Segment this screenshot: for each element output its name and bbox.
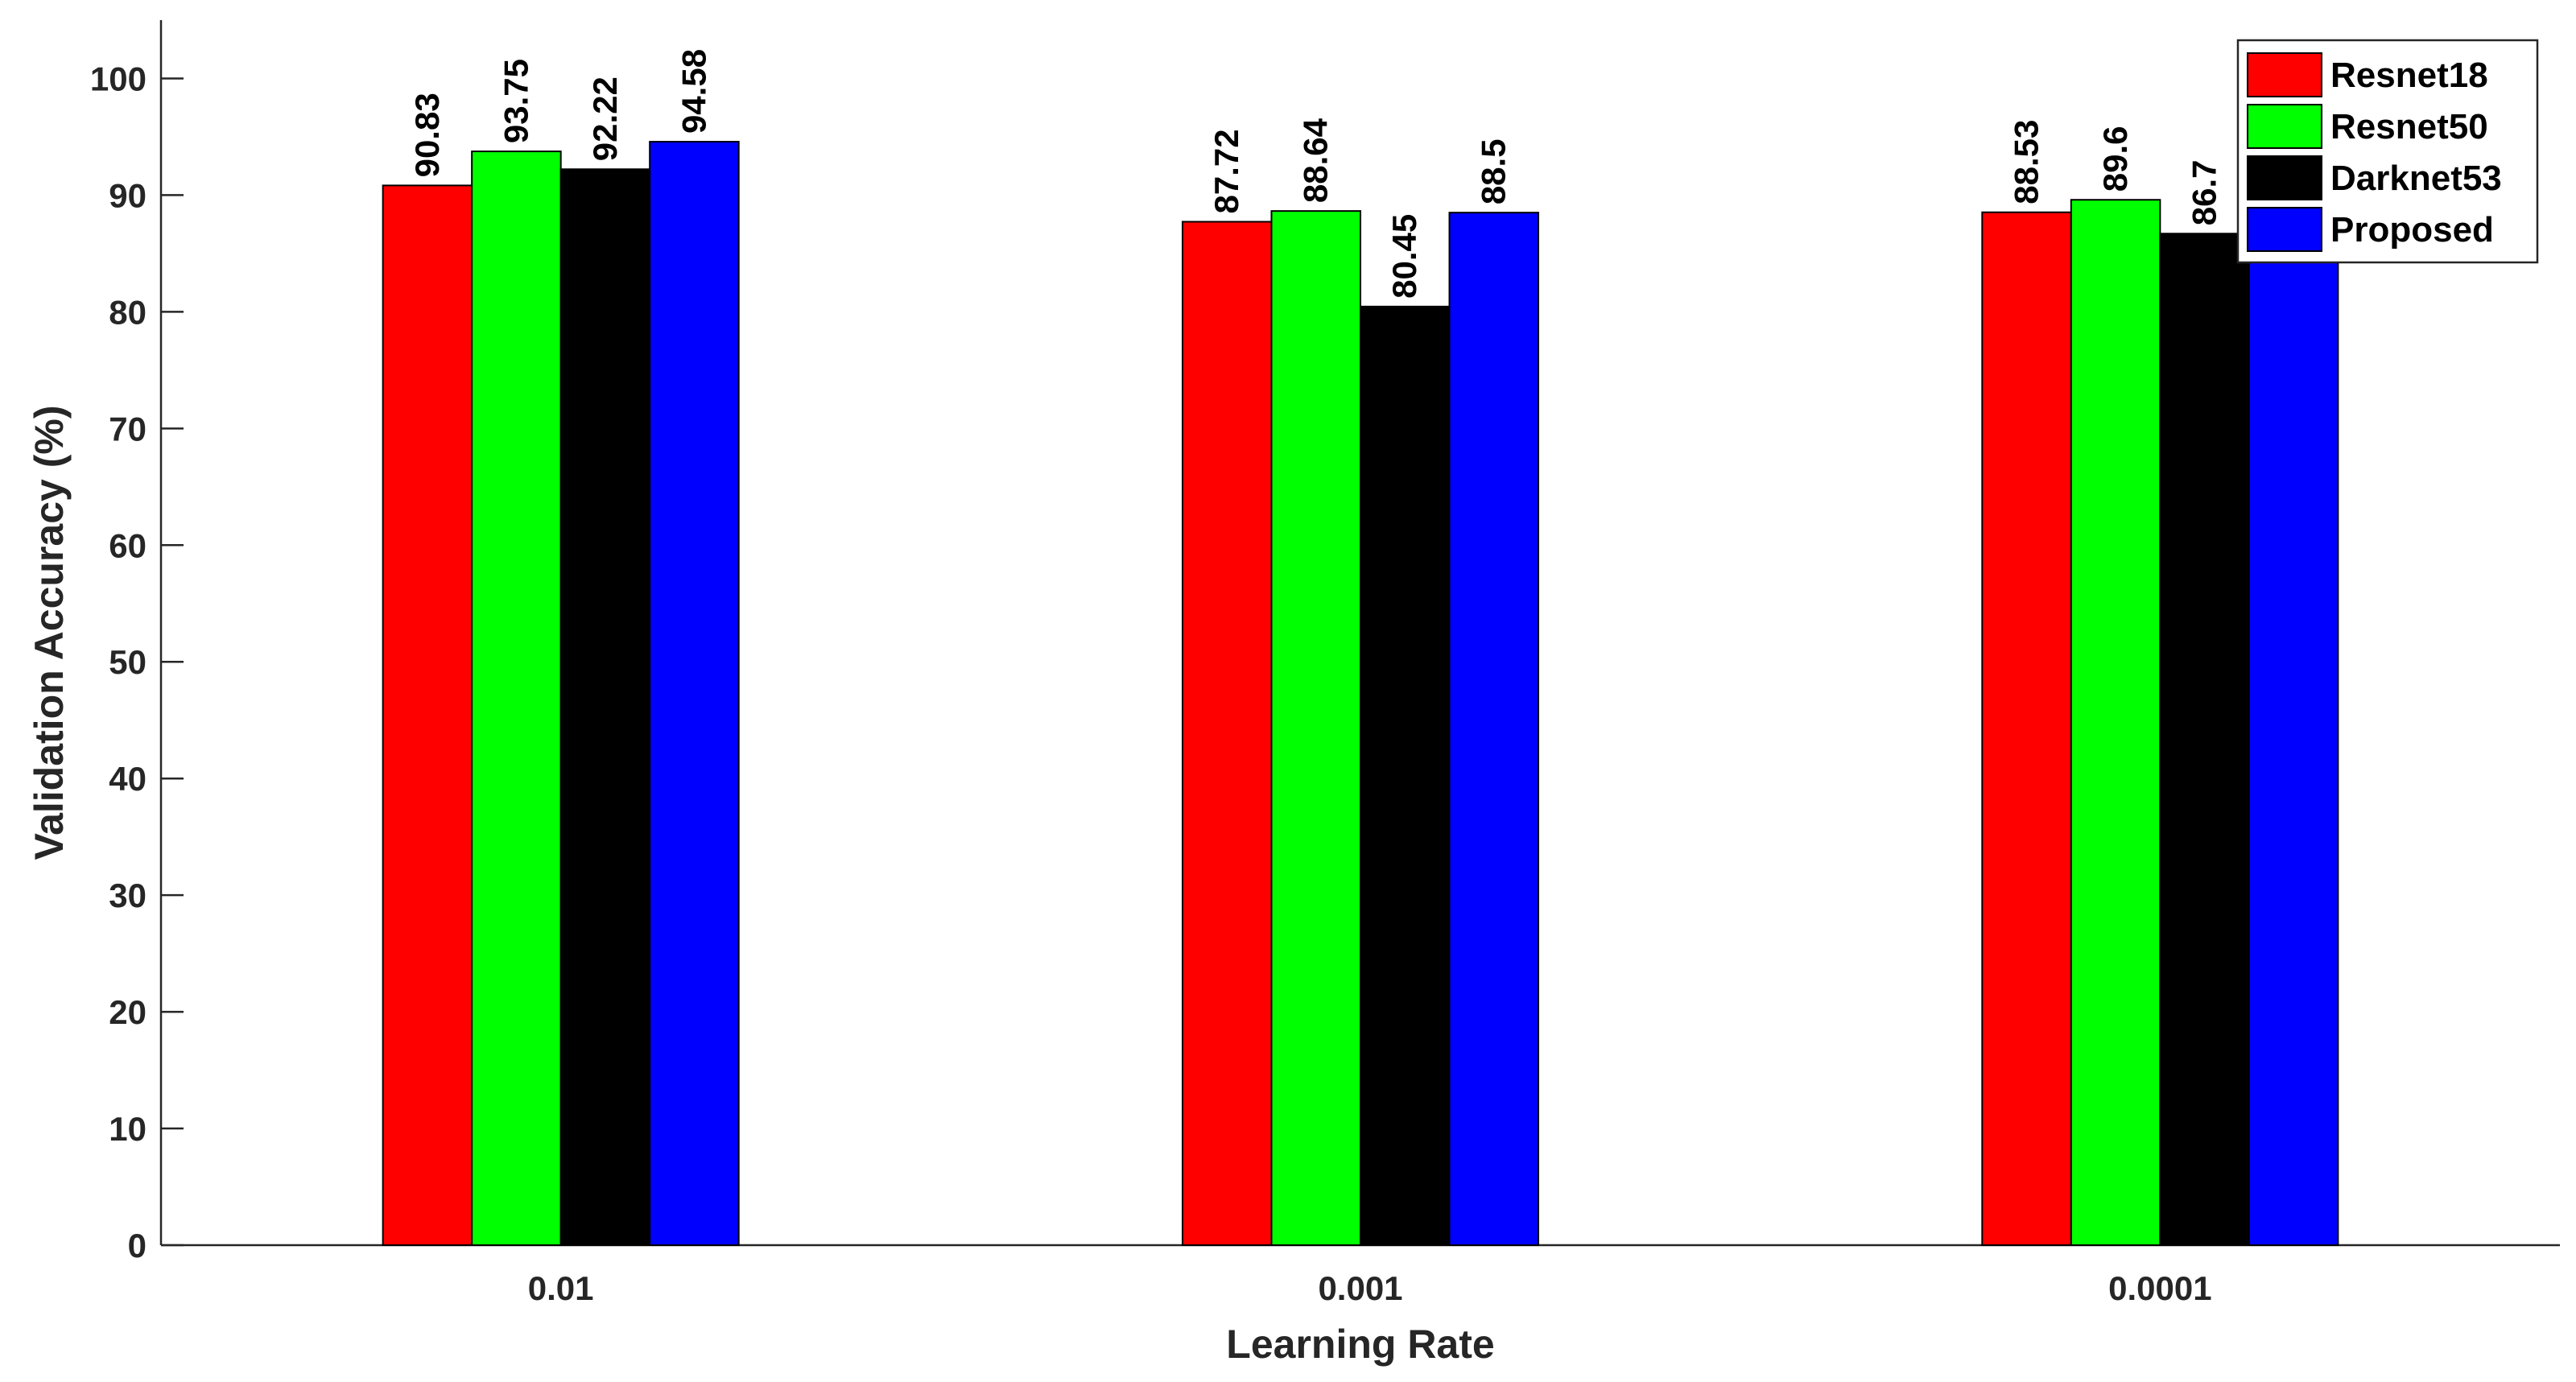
data-label-resnet18-0: 90.83 [408, 93, 446, 177]
legend-swatch-resnet50 [2247, 104, 2322, 149]
legend-label-resnet18: Resnet18 [2330, 56, 2488, 95]
x-tick-label-1: 0.001 [1318, 1269, 1402, 1307]
y-tick-label-10: 10 [109, 1110, 147, 1148]
y-tick-label-60: 60 [109, 526, 147, 564]
bar-resnet18-0 [382, 184, 473, 1246]
legend-swatch-proposed [2247, 207, 2322, 252]
data-label-proposed-1: 88.5 [1475, 138, 1513, 204]
data-label-resnet18-1: 87.72 [1208, 129, 1245, 213]
x-tick-label-2: 0.0001 [2108, 1269, 2211, 1307]
x-axis-title: Learning Rate [1226, 1322, 1494, 1367]
bar-darknet53-0 [559, 168, 651, 1246]
y-tick-label-30: 30 [109, 877, 147, 914]
legend-label-darknet53: Darknet53 [2330, 159, 2502, 198]
legend-swatch-resnet18 [2247, 52, 2322, 97]
x-tick-label-0: 0.01 [528, 1269, 594, 1307]
data-label-darknet53-2: 86.7 [2186, 160, 2223, 226]
data-label-proposed-0: 94.58 [675, 49, 712, 134]
bars [382, 141, 2339, 1247]
bar-resnet50-0 [471, 151, 562, 1247]
bar-darknet53-1 [1360, 305, 1451, 1246]
y-tick-label-0: 0 [128, 1227, 147, 1264]
y-tick-label-90: 90 [109, 176, 147, 214]
legend-label-resnet50: Resnet50 [2330, 107, 2488, 146]
legend-swatch-darknet53 [2247, 155, 2322, 200]
data-label-resnet50-1: 88.64 [1297, 118, 1335, 203]
y-tick-label-50: 50 [109, 643, 147, 681]
bar-resnet50-1 [1270, 210, 1362, 1246]
y-tick-label-40: 40 [109, 760, 147, 798]
bar-resnet50-2 [2070, 199, 2161, 1246]
data-label-resnet50-0: 93.75 [497, 59, 535, 143]
y-tick-label-100: 100 [90, 60, 147, 97]
legend[interactable]: Resnet18 Resnet50 Darknet53 Proposed [2236, 39, 2539, 264]
y-tick-label-20: 20 [109, 993, 147, 1031]
bar-darknet53-2 [2159, 233, 2250, 1247]
y-tick-label-80: 80 [109, 293, 147, 331]
bar-proposed-0 [649, 141, 740, 1246]
data-label-resnet50-2: 89.6 [2096, 126, 2134, 192]
bar-proposed-2 [2248, 207, 2339, 1247]
data-label-resnet18-2: 88.53 [2008, 120, 2046, 204]
y-tick-label-70: 70 [109, 410, 147, 448]
data-label-darknet53-0: 92.22 [586, 76, 624, 161]
bar-proposed-1 [1448, 212, 1540, 1247]
y-axis-title: Validation Accuracy (%) [27, 406, 72, 860]
data-label-darknet53-1: 80.45 [1385, 214, 1423, 299]
bar-resnet18-1 [1181, 221, 1273, 1247]
legend-label-proposed: Proposed [2330, 210, 2494, 250]
bar-resnet18-2 [1981, 211, 2072, 1246]
